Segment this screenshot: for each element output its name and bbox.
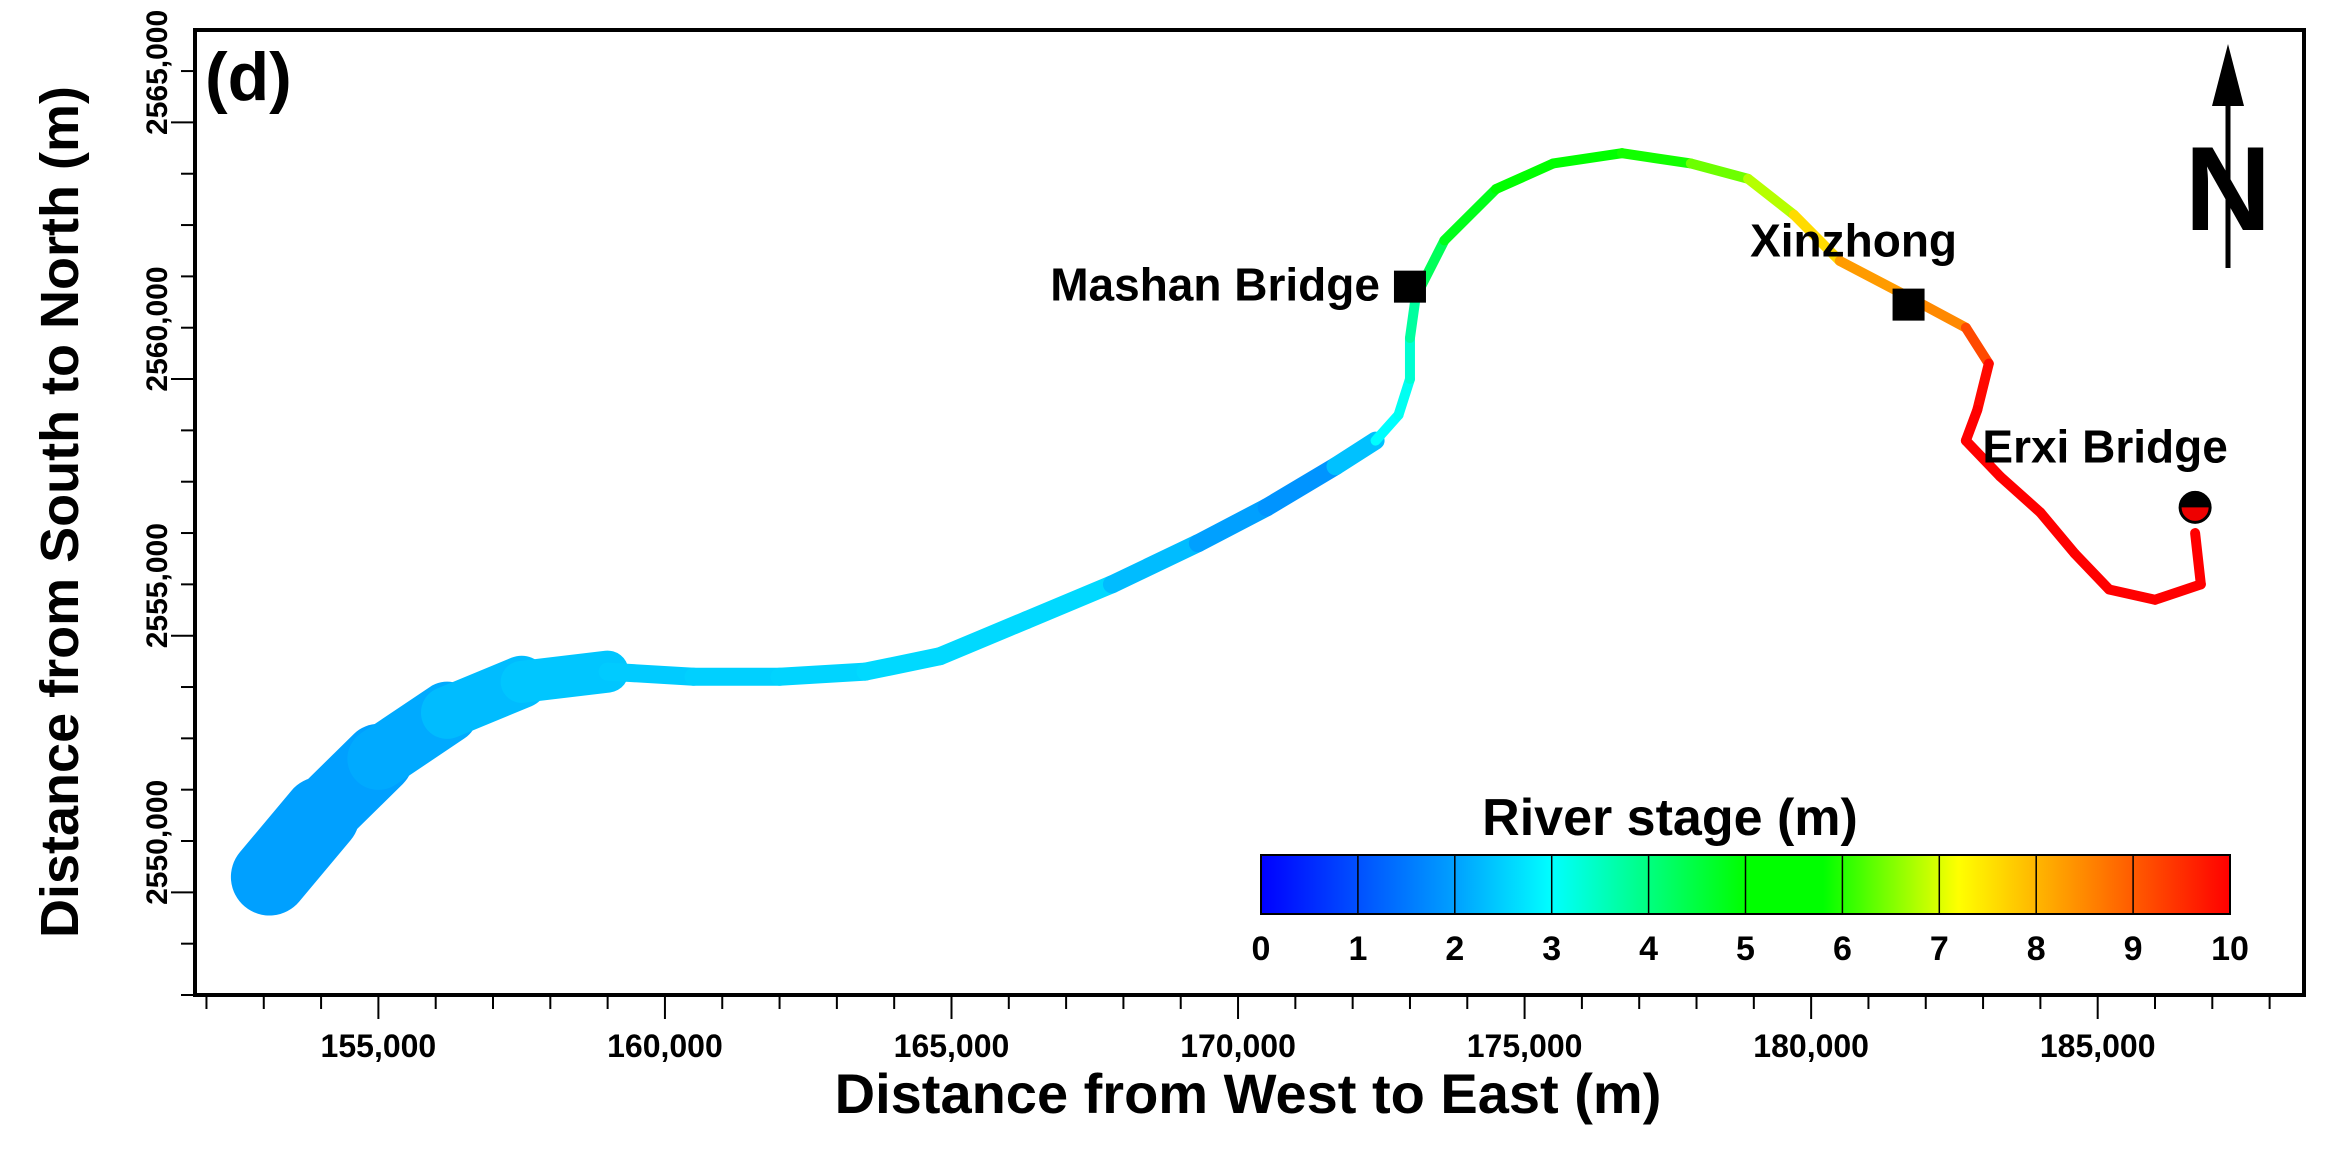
river-segment xyxy=(1548,148,1628,169)
plot-frame xyxy=(193,28,2306,997)
colorbar-tick-label: 6 xyxy=(1833,930,1852,968)
river-segment xyxy=(1995,471,2046,518)
colorbar-tick-label: 9 xyxy=(2124,930,2143,968)
river-segment xyxy=(2069,548,2115,595)
colorbar: River stage (m) 0 1 2 3 4 5 6 7 8 9 10 xyxy=(1252,789,2249,968)
place-marker-circle-top xyxy=(2180,492,2211,508)
river-segment xyxy=(1960,435,2006,482)
north-arrow-letter: N xyxy=(2185,122,2272,256)
river-segment xyxy=(2035,507,2080,559)
x-axis-ticks: 155,000 160,000 165,000 170,000 175,000 180,0… xyxy=(205,995,2271,1064)
y-tick-label: 2560,000 xyxy=(141,266,174,391)
y-tick-label: 2550,000 xyxy=(141,780,174,905)
river-channel xyxy=(230,148,2206,916)
river-segment xyxy=(1326,431,1385,476)
place-marker-square xyxy=(1892,288,1925,321)
place-markers: Mashan Bridge Xinzhong Erxi Bridge xyxy=(1050,215,2228,524)
river-segment xyxy=(1404,291,1421,343)
colorbar-tick-label: 5 xyxy=(1736,930,1755,968)
place-label: Xinzhong xyxy=(1750,215,1957,267)
river-segment xyxy=(1685,158,1754,184)
river-segment xyxy=(1016,575,1121,630)
y-tick-label: 2565,000 xyxy=(141,10,174,135)
river-segment xyxy=(1960,322,1994,369)
river-segment xyxy=(2149,579,2206,605)
colorbar-tick-label: 4 xyxy=(1639,930,1658,968)
river-segment xyxy=(500,650,629,703)
colorbar-tick-label: 10 xyxy=(2211,930,2249,968)
y-tick-label: 2555,000 xyxy=(141,523,174,648)
colorbar-tick-label: 2 xyxy=(1445,930,1464,968)
river-segment xyxy=(1490,158,1559,195)
colorbar-tick-label: 8 xyxy=(2027,930,2046,968)
river-segment xyxy=(1257,457,1345,517)
river-segment xyxy=(1393,374,1415,420)
x-tick-label: 175,000 xyxy=(1467,1028,1583,1064)
x-tick-label: 170,000 xyxy=(1180,1028,1296,1064)
river-segment xyxy=(1972,358,1994,415)
panel-label: (d) xyxy=(205,39,292,115)
river-segment xyxy=(931,611,1035,666)
place-label: Erxi Bridge xyxy=(1982,420,2227,472)
x-tick-label: 155,000 xyxy=(321,1028,437,1064)
place-marker-square xyxy=(1393,270,1426,303)
x-tick-label: 160,000 xyxy=(607,1028,723,1064)
place-label: Mashan Bridge xyxy=(1050,259,1380,311)
north-arrow-icon: N xyxy=(2185,44,2272,268)
river-segment xyxy=(1102,534,1207,594)
y-axis-ticks: 2550,000 2555,000 2560,000 2565,000 xyxy=(141,10,195,996)
colorbar-title: River stage (m) xyxy=(1482,789,1858,847)
colorbar-tick-label: 1 xyxy=(1348,930,1367,968)
river-segment xyxy=(1788,209,1845,266)
river-segment xyxy=(2190,528,2206,590)
river-segment xyxy=(1370,409,1404,446)
x-tick-label: 185,000 xyxy=(2040,1028,2156,1064)
x-tick-label: 180,000 xyxy=(1753,1028,1869,1064)
river-segment xyxy=(1617,148,1696,169)
colorbar-tick-label: 7 xyxy=(1930,930,1949,968)
river-segment xyxy=(770,662,875,686)
river-segment xyxy=(598,662,703,686)
colorbar-tick-label: 3 xyxy=(1542,930,1561,968)
river-segment xyxy=(1960,404,1983,446)
river-segment xyxy=(1743,173,1799,220)
x-tick-label: 165,000 xyxy=(894,1028,1010,1064)
river-segment xyxy=(1188,498,1276,553)
y-axis-title: Distance from South to North (m) xyxy=(30,86,90,938)
river-segment xyxy=(1439,184,1501,246)
x-axis-title: Distance from West to East (m) xyxy=(835,1062,1662,1125)
river-segment xyxy=(856,647,950,681)
colorbar-tick-label: 0 xyxy=(1252,930,1271,968)
river-segment xyxy=(2104,584,2160,605)
colorbar-ticks: 0 1 2 3 4 5 6 7 8 9 10 xyxy=(1252,855,2249,968)
